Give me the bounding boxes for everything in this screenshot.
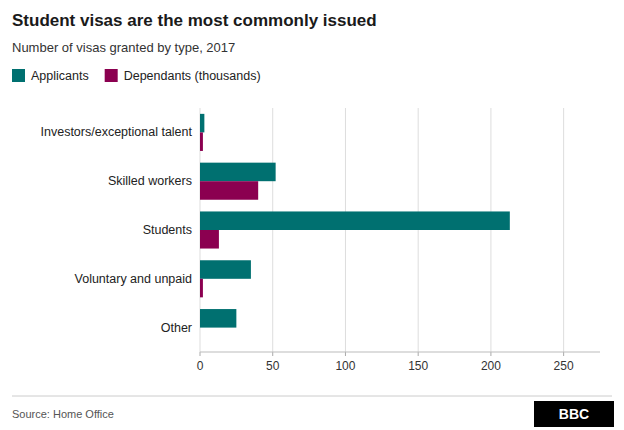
logo: BBC — [559, 406, 589, 422]
chart: Student visas are the most commonly issu… — [0, 0, 624, 430]
tick-label: 50 — [266, 359, 280, 373]
bar — [200, 181, 258, 200]
category-label: Students — [143, 223, 192, 237]
category-label: Voluntary and unpaid — [75, 272, 193, 286]
tick-label: 150 — [408, 359, 428, 373]
bar — [200, 309, 236, 328]
tick-label: 200 — [481, 359, 501, 373]
bar — [200, 211, 510, 230]
category-label: Other — [161, 321, 192, 335]
tick-label: 250 — [554, 359, 574, 373]
bar — [200, 132, 203, 151]
legend-label: Dependants (thousands) — [124, 69, 261, 83]
title: Student visas are the most commonly issu… — [12, 11, 377, 30]
legend-swatch — [105, 69, 118, 82]
tick-mark — [272, 352, 273, 356]
tick-label: 0 — [197, 359, 204, 373]
tick-mark — [345, 352, 346, 356]
tick-mark — [563, 352, 564, 356]
bar — [200, 163, 276, 182]
tick-mark — [200, 352, 201, 356]
legend-swatch — [12, 69, 25, 82]
tick-label: 100 — [335, 359, 355, 373]
grid — [200, 108, 564, 352]
bar — [200, 230, 219, 249]
legend: Applicants Dependants (thousands) — [12, 69, 261, 83]
x-axis-line — [200, 352, 600, 353]
grid-line — [563, 108, 564, 352]
category-label: Skilled workers — [108, 174, 192, 188]
subtitle: Number of visas granted by type, 2017 — [12, 40, 235, 55]
tick-mark — [490, 352, 491, 356]
bar — [200, 328, 201, 347]
bar — [200, 279, 203, 298]
logo-box — [534, 401, 614, 427]
bar — [200, 260, 251, 279]
source: Source: Home Office — [12, 408, 114, 420]
bar — [200, 114, 204, 133]
tick-mark — [418, 352, 419, 356]
legend-label: Applicants — [31, 69, 89, 83]
bars — [200, 114, 510, 328]
footer-rule — [12, 396, 612, 397]
category-label: Investors/exceptional talent — [41, 125, 193, 139]
